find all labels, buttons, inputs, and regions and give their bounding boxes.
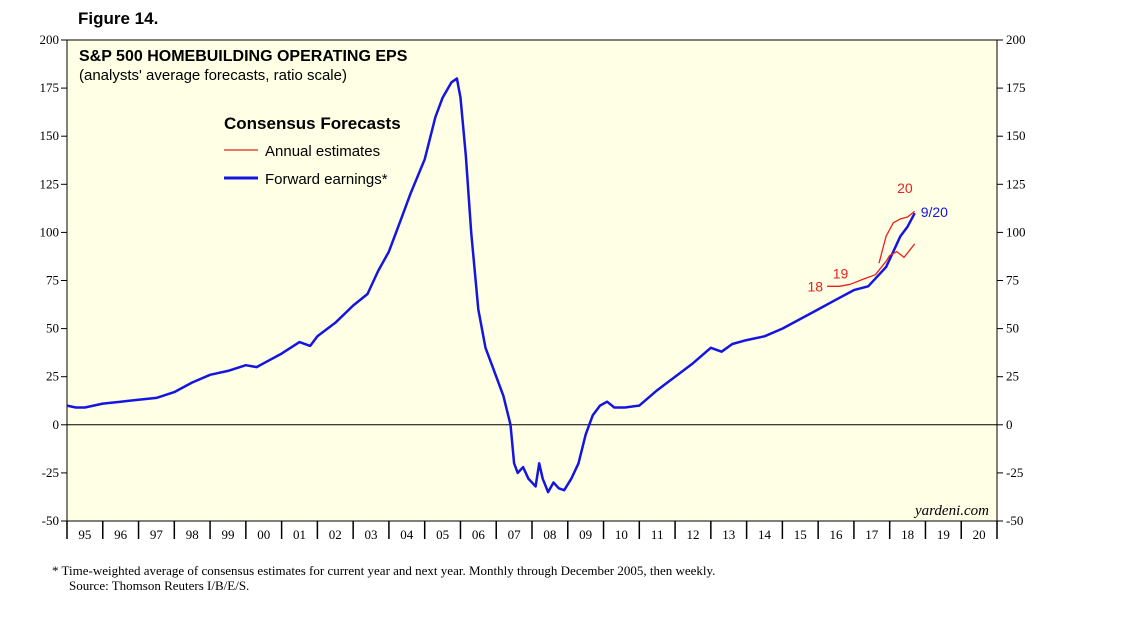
y-tick-label-left: 125 (40, 176, 60, 191)
chart-subtitle: (analysts' average forecasts, ratio scal… (79, 67, 347, 84)
y-tick-label-right: -25 (1006, 465, 1023, 480)
x-tick-label: 95 (78, 527, 91, 542)
x-tick-label: 16 (830, 527, 844, 542)
y-tick-label-right: 25 (1006, 369, 1019, 384)
x-tick-label: 10 (615, 527, 628, 542)
y-tick-label-left: 150 (40, 128, 60, 143)
annual-estimate-line-20 (878, 210, 916, 264)
x-tick-label: 97 (150, 527, 164, 542)
y-tick-label-right: 50 (1006, 321, 1019, 336)
x-tick-label: 20 (973, 527, 986, 542)
forward-earnings-end-label: 9/20 (921, 204, 948, 220)
figure-label: Figure 14. (78, 9, 159, 28)
y-tick-label-left: 50 (46, 321, 59, 336)
legend-label-forward: Forward earnings* (265, 171, 388, 188)
x-tick-label: 17 (865, 527, 879, 542)
y-tick-label-right: 150 (1006, 128, 1026, 143)
x-tick-label: 06 (472, 527, 486, 542)
y-tick-label-right: -50 (1006, 513, 1023, 528)
legend-label-annual: Annual estimates (265, 143, 380, 160)
y-tick-label-left: 200 (40, 32, 60, 47)
x-tick-label: 00 (257, 527, 270, 542)
annual-estimate-label-18: 18 (808, 278, 824, 294)
x-tick-label: 12 (686, 527, 699, 542)
y-tick-label-right: 100 (1006, 224, 1026, 239)
x-tick-label: 14 (758, 527, 772, 542)
watermark: yardeni.com (913, 503, 989, 519)
x-tick-label: 08 (543, 527, 556, 542)
y-tick-label-right: 0 (1006, 417, 1013, 432)
y-tick-label-left: -50 (42, 513, 59, 528)
x-tick-label: 05 (436, 527, 449, 542)
x-tick-label: 11 (651, 527, 664, 542)
x-tick-label: 13 (722, 527, 735, 542)
chart-title: S&P 500 HOMEBUILDING OPERATING EPS (79, 48, 408, 65)
legend-title: Consensus Forecasts (224, 114, 401, 133)
y-tick-label-right: 200 (1006, 32, 1026, 47)
x-tick-label: 01 (293, 527, 306, 542)
x-tick-label: 04 (400, 527, 414, 542)
y-tick-label-left: 0 (53, 417, 60, 432)
x-tick-label: 99 (221, 527, 234, 542)
source-note: Source: Thomson Reuters I/B/E/S. (69, 578, 250, 593)
y-tick-label-right: 75 (1006, 273, 1019, 288)
y-tick-label-left: 25 (46, 369, 59, 384)
x-tick-label: 02 (329, 527, 342, 542)
x-tick-label: 96 (114, 527, 128, 542)
x-tick-label: 09 (579, 527, 592, 542)
y-tick-label-left: 175 (40, 80, 60, 95)
y-tick-label-left: 100 (40, 224, 60, 239)
x-tick-label: 98 (186, 527, 199, 542)
y-tick-label-right: 125 (1006, 176, 1026, 191)
x-tick-label: 15 (794, 527, 807, 542)
annual-estimate-label-20: 20 (897, 180, 913, 196)
x-tick-label: 07 (508, 527, 522, 542)
annual-estimate-line-18 (827, 283, 851, 287)
annual-estimate-label-19: 19 (833, 265, 849, 281)
series-layer: 9/20 18 19 20 (66, 77, 948, 494)
forward-earnings-line (66, 77, 916, 494)
x-tick-label: 18 (901, 527, 914, 542)
y-tick-label-left: -25 (42, 465, 59, 480)
x-tick-label: 03 (365, 527, 378, 542)
footnote: * Time-weighted average of consensus est… (52, 563, 716, 578)
plot-area (66, 39, 998, 522)
y-tick-label-left: 75 (46, 273, 59, 288)
y-tick-label-right: 175 (1006, 80, 1026, 95)
legend: Consensus Forecasts Annual estimates For… (224, 114, 401, 188)
x-tick-label: 19 (937, 527, 950, 542)
annual-estimate-line-19 (850, 243, 916, 285)
